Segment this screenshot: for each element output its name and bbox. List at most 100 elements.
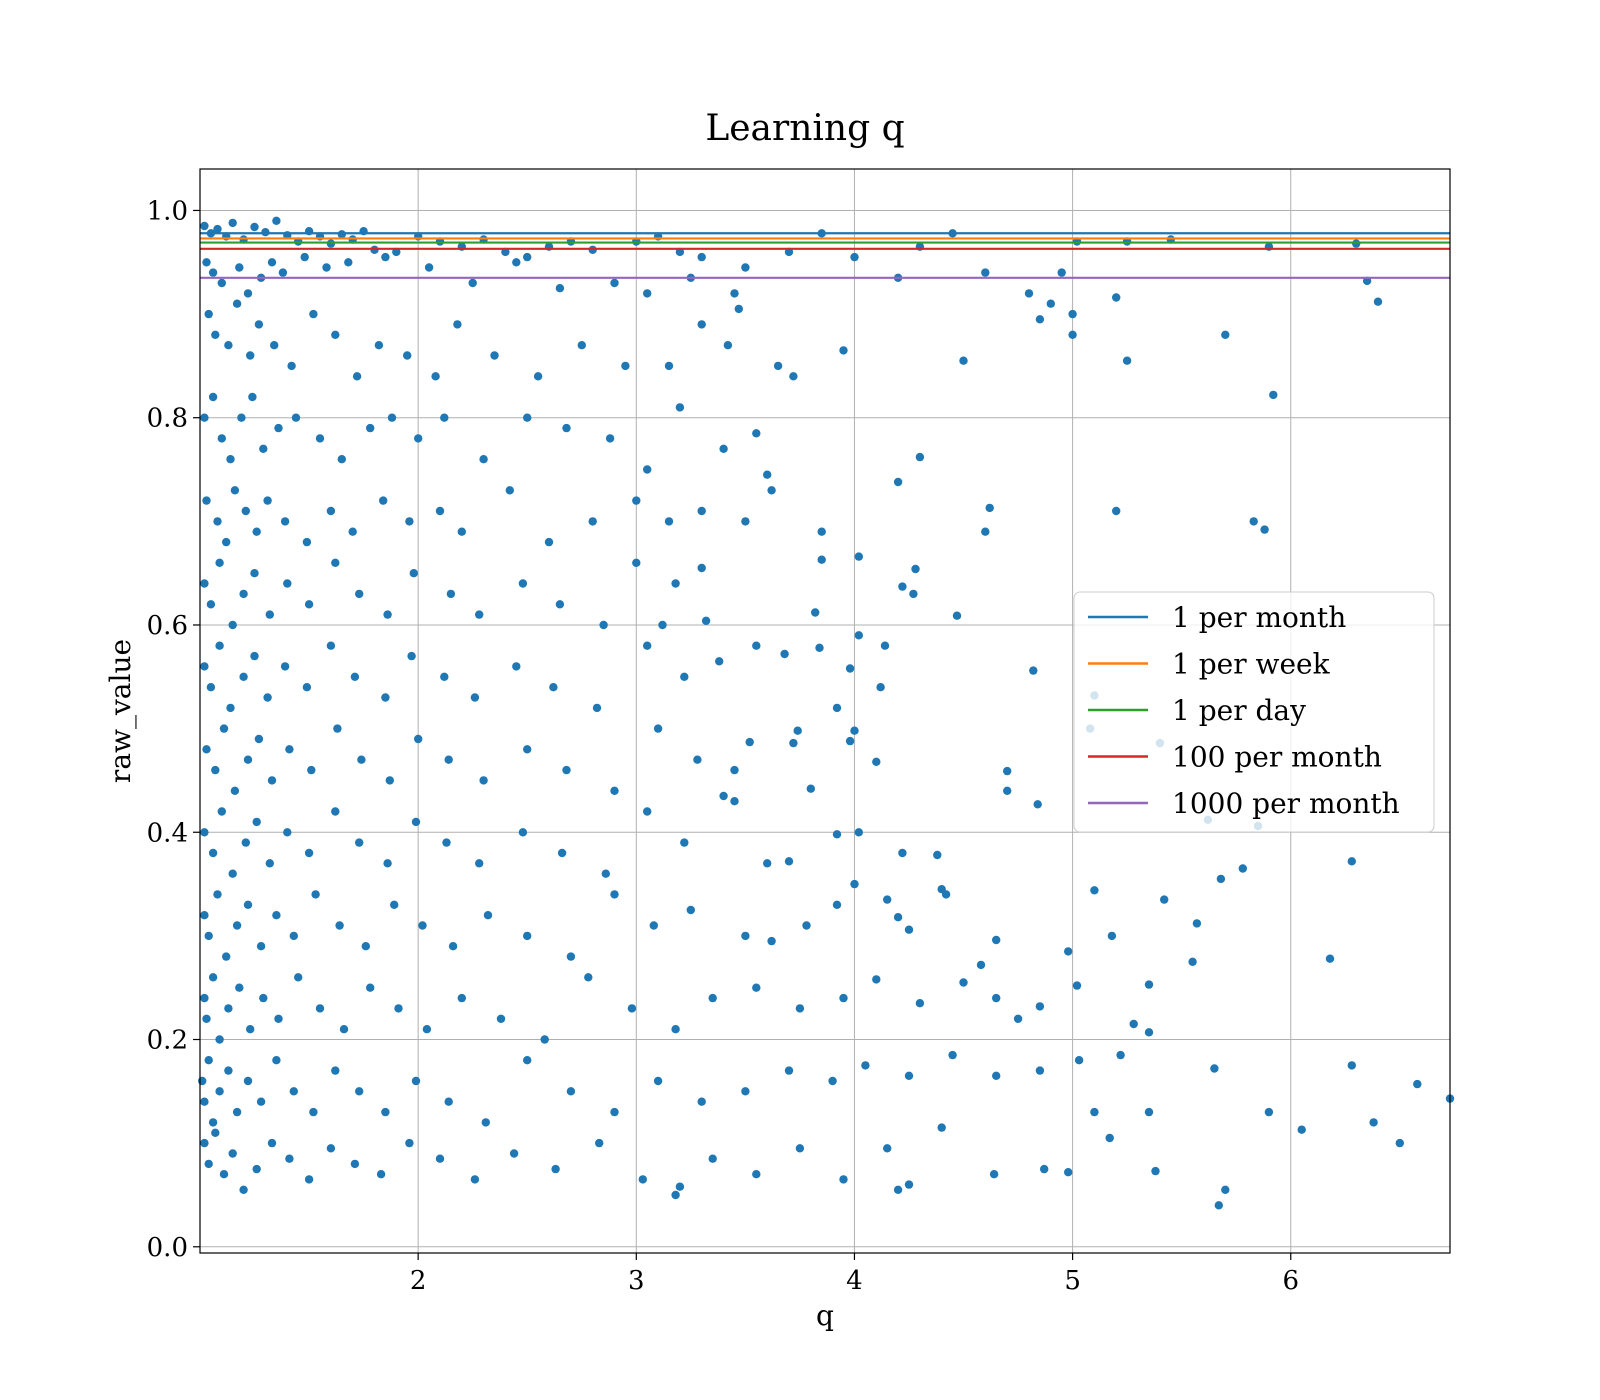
scatter-point xyxy=(228,218,237,228)
scatter-point xyxy=(610,890,619,899)
scatter-point xyxy=(457,527,466,536)
scatter-point xyxy=(355,1087,364,1096)
scatter-point xyxy=(200,579,209,588)
scatter-point xyxy=(815,643,824,652)
scatter-point xyxy=(468,278,477,288)
scatter-point xyxy=(795,1144,805,1153)
scatter-point xyxy=(1249,517,1258,526)
scatter-point xyxy=(643,641,652,650)
scatter-point xyxy=(350,1159,360,1169)
scatter-point xyxy=(357,755,366,764)
legend: 1 per month 1 per week 1 per day 100 per mo… xyxy=(1073,591,1435,833)
scatter-point xyxy=(215,1087,224,1096)
scatter-point xyxy=(817,527,826,536)
scatter-point xyxy=(1395,1138,1405,1148)
scatter-point xyxy=(202,258,211,267)
scatter-point xyxy=(409,569,418,578)
scatter-point xyxy=(850,726,859,735)
scatter-point xyxy=(1035,1066,1045,1075)
legend-label: 1000 per month xyxy=(1172,787,1400,820)
scatter-point xyxy=(453,320,462,329)
scatter-point xyxy=(1068,309,1077,319)
chart-title: Learning q xyxy=(705,108,904,149)
scatter-point xyxy=(424,263,434,272)
scatter-point xyxy=(1035,1002,1045,1011)
scatter-point xyxy=(222,537,231,547)
scatter-point xyxy=(708,1154,717,1163)
scatter-point xyxy=(675,1182,685,1191)
scatter-point xyxy=(241,506,250,516)
scatter-point xyxy=(664,361,674,371)
scatter-point xyxy=(719,444,728,453)
scatter-point xyxy=(206,600,216,609)
scatter-point xyxy=(595,1138,604,1148)
scatter-point xyxy=(224,341,233,350)
scatter-point xyxy=(680,672,689,681)
scatter-point xyxy=(1107,931,1117,941)
scatter-point xyxy=(544,537,554,547)
scatter-point xyxy=(267,776,277,785)
scatter-point xyxy=(1221,330,1230,339)
scatter-point xyxy=(741,263,750,272)
scatter-point xyxy=(523,1056,532,1065)
scatter-point xyxy=(272,216,281,225)
scatter-point xyxy=(1214,1201,1224,1210)
scatter-point xyxy=(200,1097,209,1106)
x-axis-label: q xyxy=(816,1299,834,1332)
scatter-point xyxy=(256,942,266,951)
scatter-point xyxy=(632,558,641,567)
scatter-point xyxy=(664,517,674,526)
scatter-point xyxy=(621,361,630,371)
scatter-point xyxy=(280,517,290,526)
scatter-point xyxy=(331,330,340,339)
scatter-point xyxy=(448,942,458,951)
scatter-point xyxy=(584,973,593,982)
scatter-point xyxy=(200,662,209,671)
scatter-point xyxy=(883,895,892,904)
scatter-point xyxy=(285,745,294,754)
scatter-point xyxy=(675,403,685,412)
scatter-point xyxy=(601,869,610,878)
scatter-point xyxy=(333,724,342,733)
scatter-point xyxy=(470,1175,480,1184)
scatter-point xyxy=(411,1076,421,1086)
scatter-point xyxy=(446,589,456,599)
scatter-point xyxy=(337,455,346,464)
scatter-point xyxy=(361,942,370,951)
scatter-point xyxy=(876,683,885,692)
scatter-point xyxy=(431,372,440,381)
scatter-point xyxy=(208,1118,218,1127)
scatter-point xyxy=(1116,1050,1125,1060)
scatter-point xyxy=(566,1087,576,1096)
scatter-point xyxy=(272,911,281,920)
scatter-point xyxy=(479,776,488,785)
scatter-point xyxy=(254,320,264,329)
scatter-point xyxy=(226,455,235,464)
scatter-point xyxy=(697,1097,706,1106)
scatter-point xyxy=(992,1071,1001,1081)
scatter-point xyxy=(243,900,253,909)
scatter-point xyxy=(1035,315,1045,324)
scatter-point xyxy=(839,993,848,1003)
scatter-point xyxy=(265,610,274,619)
scatter-point xyxy=(893,913,903,922)
scatter-point xyxy=(671,1025,680,1034)
scatter-point xyxy=(1373,297,1383,306)
y-tick-label: 0.8 xyxy=(147,404,188,434)
scatter-point xyxy=(200,1138,209,1148)
scatter-point xyxy=(202,496,211,505)
scatter-point xyxy=(693,755,702,764)
scatter-point xyxy=(200,828,209,837)
scatter-point xyxy=(235,263,244,272)
scatter-point xyxy=(850,252,859,262)
scatter-point xyxy=(741,931,750,941)
scatter-point xyxy=(256,1097,266,1106)
scatter-point xyxy=(394,1004,403,1013)
scatter-point xyxy=(444,755,453,764)
scatter-point xyxy=(246,351,255,360)
scatter-point xyxy=(643,465,652,474)
legend-label: 1 per day xyxy=(1172,694,1306,727)
scatter-point xyxy=(1269,390,1278,400)
scatter-point xyxy=(653,1076,663,1086)
scatter-point xyxy=(523,252,532,262)
